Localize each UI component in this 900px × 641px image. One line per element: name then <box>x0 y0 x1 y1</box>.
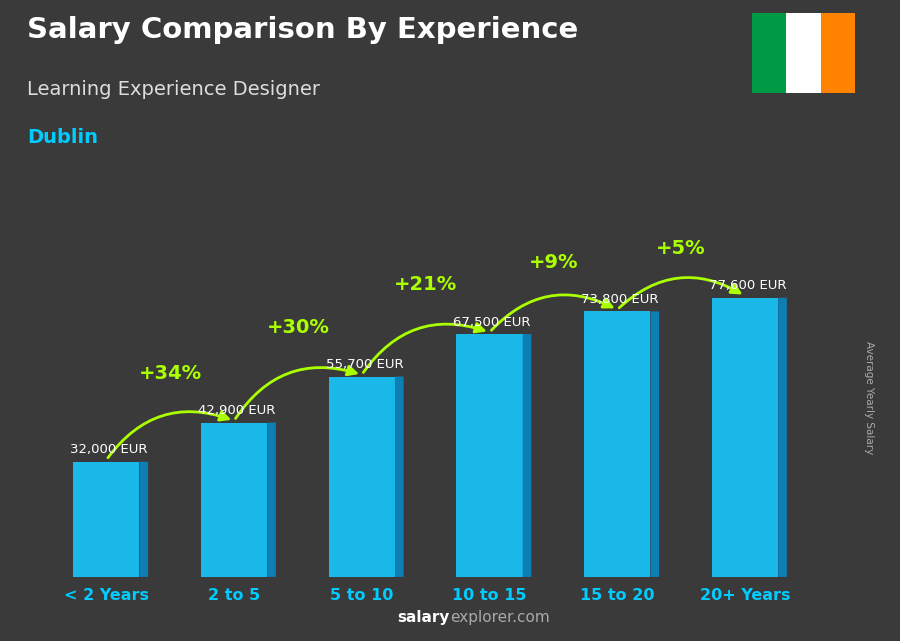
Text: Average Yearly Salary: Average Yearly Salary <box>863 341 874 454</box>
Polygon shape <box>778 297 787 577</box>
FancyBboxPatch shape <box>201 422 267 577</box>
FancyBboxPatch shape <box>584 312 651 577</box>
Text: 32,000 EUR: 32,000 EUR <box>70 444 148 456</box>
Text: +5%: +5% <box>656 239 706 258</box>
FancyBboxPatch shape <box>712 297 778 577</box>
Text: Learning Experience Designer: Learning Experience Designer <box>27 80 320 99</box>
Bar <box>786 13 821 93</box>
Polygon shape <box>140 462 148 577</box>
Polygon shape <box>395 376 403 577</box>
Text: 77,600 EUR: 77,600 EUR <box>709 279 787 292</box>
Bar <box>821 13 855 93</box>
Text: 67,500 EUR: 67,500 EUR <box>454 316 531 329</box>
FancyBboxPatch shape <box>328 376 395 577</box>
FancyBboxPatch shape <box>456 334 523 577</box>
Polygon shape <box>267 422 275 577</box>
Text: +34%: +34% <box>139 363 202 383</box>
Text: salary: salary <box>398 610 450 625</box>
Text: 42,900 EUR: 42,900 EUR <box>198 404 275 417</box>
Bar <box>752 13 786 93</box>
Text: 55,700 EUR: 55,700 EUR <box>326 358 403 371</box>
Text: explorer.com: explorer.com <box>450 610 550 625</box>
Text: +9%: +9% <box>528 253 578 272</box>
FancyBboxPatch shape <box>73 462 140 577</box>
Text: +30%: +30% <box>266 318 329 337</box>
Text: 73,800 EUR: 73,800 EUR <box>581 293 659 306</box>
Text: Salary Comparison By Experience: Salary Comparison By Experience <box>27 16 578 44</box>
Polygon shape <box>651 312 659 577</box>
Polygon shape <box>523 334 531 577</box>
Text: +21%: +21% <box>394 275 457 294</box>
Text: Dublin: Dublin <box>27 128 98 147</box>
